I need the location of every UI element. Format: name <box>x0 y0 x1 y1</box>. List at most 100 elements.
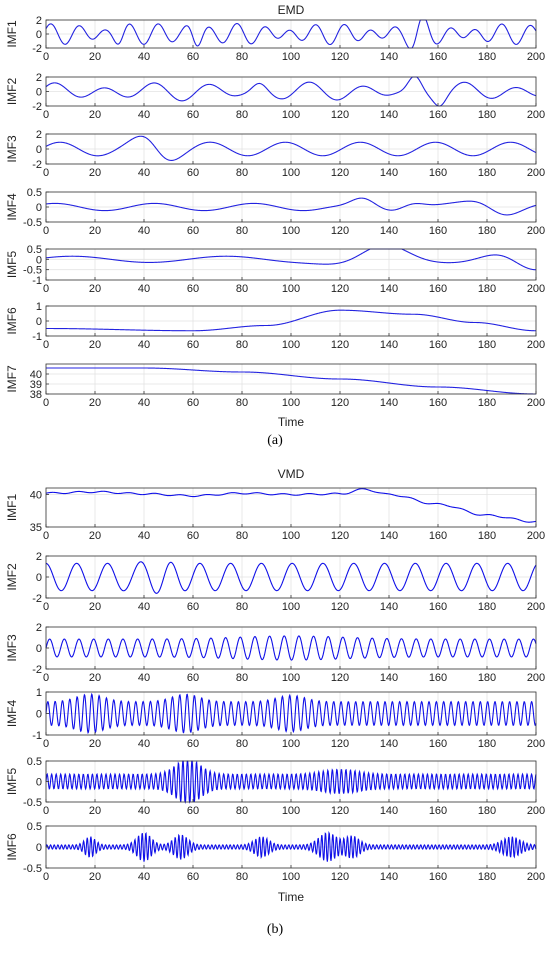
panel-title: VMD <box>278 467 305 481</box>
x-tick-label: 60 <box>187 672 199 684</box>
x-tick-label: 180 <box>478 225 496 237</box>
x-tick-label: 200 <box>527 167 545 179</box>
x-tick-label: 80 <box>236 805 248 817</box>
x-tick-label: 180 <box>478 339 496 351</box>
x-tick-label: 200 <box>527 283 545 295</box>
x-tick-label: 60 <box>187 601 199 613</box>
x-tick-label: 80 <box>236 339 248 351</box>
x-tick-label: 20 <box>89 601 101 613</box>
x-tick-label: 180 <box>478 167 496 179</box>
series-line <box>45 635 537 661</box>
y-tick-label: 2 <box>36 622 42 634</box>
y-tick-label: 0.5 <box>27 187 42 199</box>
x-tick-label: 20 <box>89 283 101 295</box>
x-tick-label: 60 <box>187 397 199 409</box>
x-tick-label: 80 <box>236 109 248 121</box>
y-tick-label: 0 <box>36 144 42 156</box>
x-tick-label: 60 <box>187 51 199 63</box>
series-line <box>45 561 537 594</box>
x-tick-label: 160 <box>429 397 447 409</box>
y-tick-label: 0.5 <box>27 756 42 768</box>
y-tick-label: -0.5 <box>23 797 42 809</box>
x-tick-label: 120 <box>331 601 349 613</box>
y-tick-label: 0 <box>36 29 42 41</box>
x-tick-label: 40 <box>138 672 150 684</box>
x-tick-label: 140 <box>380 397 398 409</box>
x-tick-label: 20 <box>89 339 101 351</box>
x-tick-label: 180 <box>478 109 496 121</box>
x-tick-label: 140 <box>380 225 398 237</box>
series-line <box>45 19 537 49</box>
x-tick-label: 140 <box>380 283 398 295</box>
x-tick-label: 100 <box>282 283 300 295</box>
x-tick-label: 160 <box>429 672 447 684</box>
x-tick-label: 100 <box>282 339 300 351</box>
y-tick-label: 35 <box>30 522 42 534</box>
x-tick-label: 40 <box>138 805 150 817</box>
y-axis-label: IMF1 <box>5 20 19 48</box>
x-tick-label: 60 <box>187 283 199 295</box>
y-tick-label: 1 <box>36 687 42 699</box>
x-tick-label: 160 <box>429 805 447 817</box>
x-tick-label: 160 <box>429 51 447 63</box>
x-tick-label: 0 <box>43 805 49 817</box>
x-tick-label: 200 <box>527 805 545 817</box>
y-tick-label: 0 <box>36 254 42 266</box>
x-tick-label: 100 <box>282 225 300 237</box>
x-tick-label: 0 <box>43 672 49 684</box>
x-tick-label: 100 <box>282 167 300 179</box>
x-tick-label: 100 <box>282 805 300 817</box>
x-tick-label: 0 <box>43 871 49 883</box>
series-line <box>45 197 537 216</box>
x-tick-label: 140 <box>380 339 398 351</box>
x-tick-label: 120 <box>331 530 349 542</box>
x-tick-label: 40 <box>138 397 150 409</box>
x-tick-label: 160 <box>429 225 447 237</box>
x-tick-label: 200 <box>527 109 545 121</box>
series-line <box>45 248 537 271</box>
x-tick-label: 80 <box>236 601 248 613</box>
x-tick-label: 200 <box>527 397 545 409</box>
y-tick-label: 2 <box>36 551 42 563</box>
y-axis-label: IMF1 <box>5 494 19 522</box>
x-tick-label: 160 <box>429 601 447 613</box>
y-tick-label: 0 <box>36 572 42 584</box>
series-line <box>45 830 537 862</box>
y-tick-label: -1 <box>32 275 42 287</box>
x-tick-label: 180 <box>478 871 496 883</box>
series-line <box>46 309 536 332</box>
x-tick-label: 40 <box>138 530 150 542</box>
x-tick-label: 0 <box>43 283 49 295</box>
y-tick-label: 0 <box>36 202 42 214</box>
series-line <box>46 367 536 395</box>
y-tick-label: 39 <box>30 379 42 391</box>
x-tick-label: 100 <box>282 871 300 883</box>
x-tick-label: 160 <box>429 738 447 750</box>
x-tick-label: 60 <box>187 167 199 179</box>
y-axis-label: IMF5 <box>5 251 19 279</box>
x-tick-label: 40 <box>138 283 150 295</box>
caption-b: (b) <box>266 922 284 937</box>
y-tick-label: -1 <box>32 331 42 343</box>
x-tick-label: 140 <box>380 167 398 179</box>
x-tick-label: 100 <box>282 530 300 542</box>
y-tick-label: 0 <box>36 842 42 854</box>
x-tick-label: 100 <box>282 672 300 684</box>
y-tick-label: 40 <box>30 369 42 381</box>
x-tick-label: 80 <box>236 871 248 883</box>
x-tick-label: 140 <box>380 672 398 684</box>
x-tick-label: 40 <box>138 871 150 883</box>
x-tick-label: 60 <box>187 738 199 750</box>
x-tick-label: 160 <box>429 339 447 351</box>
x-tick-label: 200 <box>527 51 545 63</box>
x-tick-label: 0 <box>43 167 49 179</box>
caption-a: (a) <box>267 433 283 448</box>
y-tick-label: 2 <box>36 129 42 141</box>
y-axis-label: IMF4 <box>5 193 19 221</box>
x-tick-label: 80 <box>236 167 248 179</box>
x-tick-label: 0 <box>43 109 49 121</box>
x-axis-label: Time <box>278 415 305 429</box>
x-tick-label: 80 <box>236 51 248 63</box>
